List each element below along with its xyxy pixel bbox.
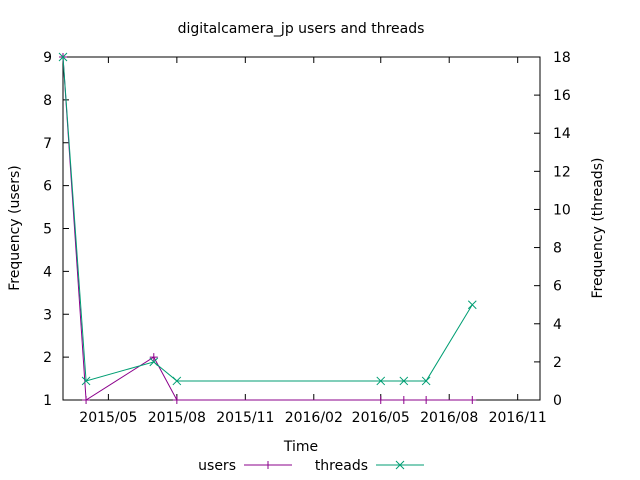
- data-point: [81, 376, 91, 386]
- data-point: [399, 376, 409, 386]
- data-point: [149, 353, 158, 362]
- y-right-tick-label: 10: [553, 202, 571, 218]
- data-point: [264, 461, 272, 469]
- y-right-tick-label: 0: [553, 393, 562, 409]
- x-axis: 2015/05 2015/08 2015/11 2016/02 2016/05 2016/…: [79, 57, 547, 426]
- y-right-tick-label: 12: [553, 164, 571, 180]
- y-left-tick-label: 3: [43, 307, 52, 323]
- series-layer: [58, 52, 477, 404]
- legend-marker-users: [264, 461, 272, 469]
- y-axis-label-right: Frequency (threads): [590, 158, 606, 299]
- data-point: [149, 357, 159, 367]
- legend-label-threads: threads: [315, 458, 368, 474]
- data-point: [399, 396, 408, 404]
- plot-area: [62, 56, 541, 401]
- series-threads: [58, 52, 477, 386]
- data-point: [467, 300, 477, 310]
- data-point: [422, 396, 431, 404]
- y-right-tick-label: 6: [553, 279, 562, 295]
- data-point: [172, 376, 182, 386]
- series-line-users: [62, 56, 473, 401]
- data-point: [172, 396, 181, 404]
- y-left-tick-label: 2: [43, 350, 52, 366]
- data-point: [82, 396, 91, 404]
- x-tick-label: 2016/05: [352, 410, 410, 426]
- x-tick-label: 2015/05: [79, 410, 137, 426]
- y-left-tick-label: 6: [43, 179, 52, 195]
- x-tick-label: 2015/08: [148, 410, 206, 426]
- data-point: [468, 396, 477, 404]
- y-axis-right: 0 2 4 6 8 10 12 14 16 18: [534, 50, 571, 409]
- y-left-tick-label: 8: [43, 93, 52, 109]
- legend: users threads: [198, 458, 424, 474]
- data-point: [395, 460, 405, 470]
- y-right-tick-label: 14: [553, 126, 571, 142]
- chart-title: digitalcamera_jp users and threads: [178, 21, 425, 37]
- y-left-tick-label: 9: [43, 50, 52, 66]
- legend-marker-threads: [395, 460, 405, 470]
- x-axis-label: Time: [283, 439, 318, 455]
- data-point: [58, 52, 68, 62]
- y-right-tick-label: 18: [553, 50, 571, 66]
- y-left-tick-label: 1: [43, 393, 52, 409]
- y-left-tick-label: 7: [43, 136, 52, 152]
- x-tick-label: 2016/08: [420, 410, 478, 426]
- data-point: [421, 376, 431, 386]
- x-tick-label: 2015/11: [216, 410, 274, 426]
- series-users: [59, 53, 477, 404]
- data-point: [376, 376, 386, 386]
- series-line-threads: [62, 56, 473, 382]
- plot-border: [62, 56, 541, 401]
- y-right-tick-label: 8: [553, 241, 562, 257]
- y-right-tick-label: 4: [553, 317, 562, 333]
- y-left-tick-label: 4: [43, 264, 52, 280]
- y-left-tick-label: 5: [43, 222, 52, 238]
- legend-label-users: users: [198, 458, 236, 474]
- x-tick-label: 2016/11: [489, 410, 547, 426]
- y-axis-left: 1 2 3 4 5 6 7 8 9: [43, 50, 69, 409]
- y-right-tick-label: 16: [553, 88, 571, 104]
- x-tick-label: 2016/02: [285, 410, 343, 426]
- y-axis-label-left: Frequency (users): [7, 165, 23, 291]
- data-point: [376, 396, 385, 404]
- y-right-tick-label: 2: [553, 355, 562, 371]
